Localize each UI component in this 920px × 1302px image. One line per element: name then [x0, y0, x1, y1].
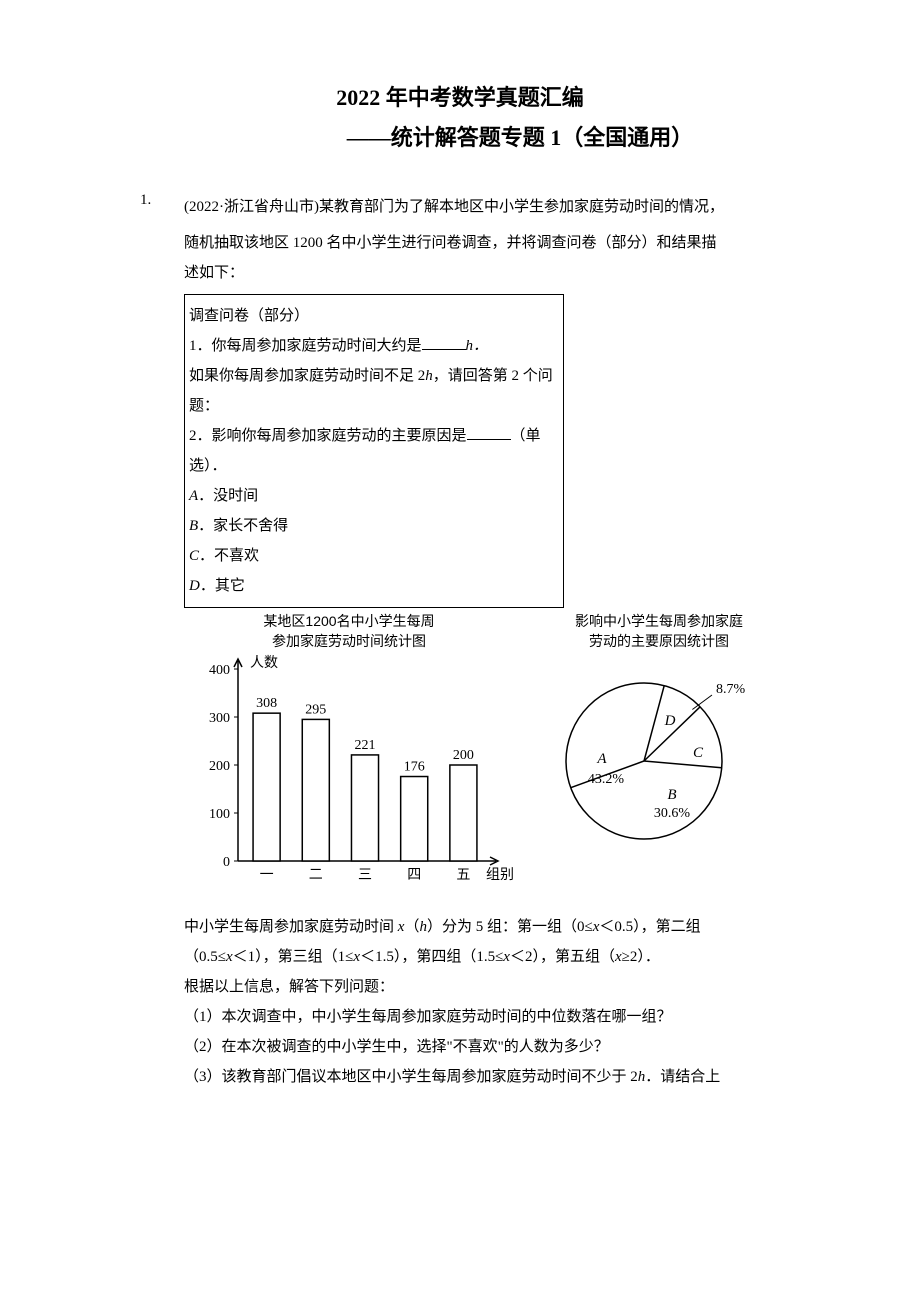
svg-text:A: A	[596, 751, 607, 767]
bar-chart-title1: 某地区1200名中小学生每周	[184, 612, 514, 632]
svg-text:100: 100	[209, 807, 230, 822]
pie-chart-title1: 影响中小学生每周参加家庭	[544, 612, 774, 632]
svg-text:B: B	[667, 787, 676, 803]
svg-text:43.2%: 43.2%	[588, 772, 625, 787]
svg-text:300: 300	[209, 711, 230, 726]
sub-q3: （3）该教育部门倡议本地区中小学生每周参加家庭劳动时间不少于 2h．请结合上	[184, 1062, 780, 1092]
option-b: B．家长不舍得	[189, 511, 559, 541]
option-a: A．没时间	[189, 481, 559, 511]
svg-text:人数: 人数	[250, 655, 278, 671]
svg-text:D: D	[664, 713, 676, 729]
groups-line1: 中小学生每周参加家庭劳动时间 x（h）分为 5 组：第一组（0≤x＜0.5），第…	[184, 912, 780, 942]
svg-text:221: 221	[355, 738, 376, 753]
pie-chart: A 43.2% B 30.6% C D 8.7%	[544, 651, 774, 871]
svg-text:200: 200	[453, 748, 474, 763]
survey-box: 调查问卷（部分） 1．你每周参加家庭劳动时间大约是h． 如果你每周参加家庭劳动时…	[184, 294, 564, 608]
bar-chart-title2: 参加家庭劳动时间统计图	[184, 632, 514, 652]
svg-text:四: 四	[407, 868, 421, 883]
svg-text:0: 0	[223, 855, 230, 870]
svg-text:三: 三	[358, 868, 372, 883]
svg-text:295: 295	[305, 703, 326, 718]
survey-q2: 2．影响你每周参加家庭劳动的主要原因是（单	[189, 421, 559, 451]
main-title: 2022 年中考数学真题汇编	[140, 80, 780, 112]
question-line2: 随机抽取该地区 1200 名中小学生进行问卷调查，并将调查问卷（部分）和结果描	[184, 228, 780, 258]
svg-text:一: 一	[260, 868, 274, 883]
svg-text:30.6%: 30.6%	[654, 806, 691, 821]
blank	[467, 426, 511, 441]
question-number: 1.	[140, 192, 184, 209]
svg-text:C: C	[693, 745, 704, 761]
svg-text:176: 176	[404, 760, 425, 775]
svg-text:二: 二	[309, 868, 323, 883]
survey-q1: 1．你每周参加家庭劳动时间大约是h．	[189, 331, 559, 361]
blank	[422, 336, 466, 351]
svg-text:五: 五	[456, 868, 470, 883]
pie-chart-block: 影响中小学生每周参加家庭 劳动的主要原因统计图 A 43.2% B 30.6% C D 8.…	[544, 612, 774, 876]
option-d: D．其它	[189, 571, 559, 601]
groups-line2: （0.5≤x＜1），第三组（1≤x＜1.5），第四组（1.5≤x＜2），第五组（…	[184, 942, 780, 972]
option-c: C．不喜欢	[189, 541, 559, 571]
question-line3: 述如下：	[184, 258, 780, 288]
bar-chart: 人数 0 100 200 300 400 308 一 295 二 221 三 176 四 200 五 组别	[184, 651, 514, 891]
survey-header: 调查问卷（部分）	[189, 301, 559, 331]
svg-text:400: 400	[209, 663, 230, 678]
question-line1: (2022·浙江省舟山市)某教育部门为了解本地区中小学生参加家庭劳动时间的情况，	[184, 192, 780, 222]
svg-text:8.7%: 8.7%	[716, 682, 746, 697]
pie-chart-title2: 劳动的主要原因统计图	[544, 632, 774, 652]
svg-text:组别: 组别	[486, 867, 514, 883]
survey-cond: 如果你每周参加家庭劳动时间不足 2h，请回答第 2 个问题：	[189, 361, 559, 421]
bar-chart-block: 某地区1200名中小学生每周 参加家庭劳动时间统计图 人数 0 100 200 300 4…	[184, 612, 514, 896]
svg-text:308: 308	[256, 696, 277, 711]
survey-q2b: 选）．	[189, 451, 559, 481]
sub-title: ——统计解答题专题 1（全国通用）	[140, 120, 780, 152]
groups-line3: 根据以上信息，解答下列问题：	[184, 972, 780, 1002]
sub-q1: （1）本次调查中，中小学生每周参加家庭劳动时间的中位数落在哪一组？	[184, 1002, 780, 1032]
svg-text:200: 200	[209, 759, 230, 774]
sub-q2: （2）在本次被调查的中小学生中，选择"不喜欢"的人数为多少？	[184, 1032, 780, 1062]
